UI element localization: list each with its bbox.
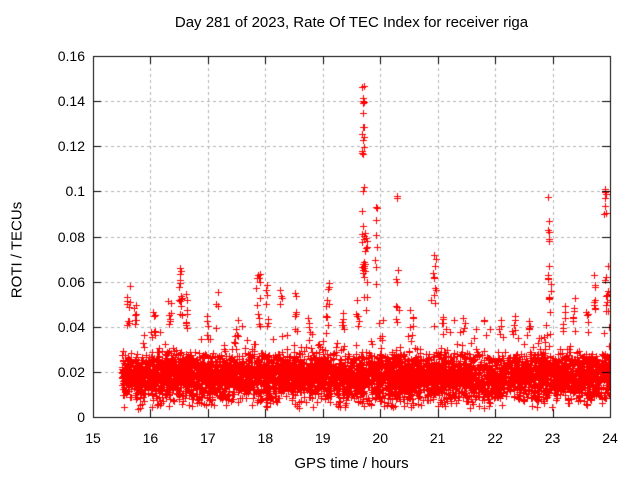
x-tick-label: 16 (142, 430, 159, 446)
x-tick-label: 22 (487, 430, 503, 446)
y-tick-label: 0 (77, 409, 85, 425)
x-tick-label: 15 (85, 430, 101, 446)
y-tick-label: 0.1 (65, 183, 85, 200)
x-tick-label: 17 (200, 430, 216, 446)
y-tick-label: 0.14 (57, 93, 85, 110)
y-tick-label: 0.16 (57, 48, 85, 64)
y-tick-label: 0.08 (57, 228, 85, 245)
chart-title: Day 281 of 2023, Rate Of TEC Index for r… (174, 14, 529, 31)
x-tick-label: 21 (429, 430, 446, 446)
x-axis-label: GPS time / hours (294, 455, 409, 472)
y-tick-label: 0.04 (57, 318, 85, 335)
y-tick-label: 0.06 (57, 273, 85, 290)
x-tick-label: 24 (602, 430, 618, 446)
x-tick-label: 18 (257, 430, 274, 446)
y-tick-label: 0.12 (57, 138, 85, 155)
x-tick-label: 19 (314, 430, 331, 446)
y-tick-label: 0.02 (57, 363, 85, 380)
x-tick-label: 23 (544, 430, 561, 446)
x-tick-label: 20 (372, 430, 389, 446)
